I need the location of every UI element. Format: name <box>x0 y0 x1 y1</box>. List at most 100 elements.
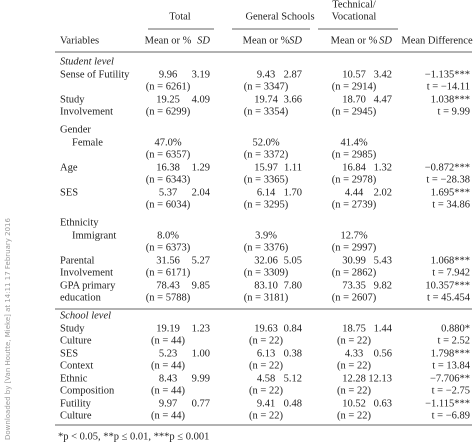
cell-mean: 31.56 <box>156 255 180 266</box>
cell-mean: (n = 6299) <box>146 106 191 117</box>
cell-mean: (n = 44) <box>151 360 185 371</box>
cell-mean: 18.70 <box>342 94 366 105</box>
row-label: Ethnic <box>60 373 88 384</box>
cell-mean: 5.23 <box>159 348 177 359</box>
cell-mean: 4.33 <box>345 348 363 359</box>
cell-sd: 4.09 <box>192 94 210 105</box>
cell-mean: 32.06 <box>254 255 278 266</box>
cell-mean: (n = 22) <box>249 360 283 371</box>
cell-mean: 5.37 <box>159 187 177 198</box>
cell-sd: 0.38 <box>284 348 302 359</box>
cell-mean: 10.57 <box>342 69 366 80</box>
cell-sd: 1.00 <box>192 348 210 359</box>
cell-diff: t = 45.454 <box>427 292 471 303</box>
row-label: SES <box>60 187 78 198</box>
row-label: Composition <box>60 385 115 396</box>
cell-mean: (n = 22) <box>337 335 371 346</box>
cell-mean: 6.13 <box>257 348 275 359</box>
cell-sd: 1.23 <box>192 323 210 334</box>
cell-mean: (n = 3347) <box>244 81 289 92</box>
row-label: Sense of Futility <box>60 69 130 80</box>
row-label: Parental <box>60 255 94 266</box>
cell-diff: t = 13.84 <box>432 360 470 371</box>
cell-mean: (n = 5788) <box>146 292 191 303</box>
cell-mean: (n = 3376) <box>244 242 289 253</box>
cell-sd: 1.70 <box>284 187 302 198</box>
group-label: Ethnicity <box>60 217 99 228</box>
cell-mean: 19.25 <box>156 94 180 105</box>
cell-mean: 10.52 <box>342 398 366 409</box>
cell-mean: (n = 22) <box>249 410 283 421</box>
cell-sd: 3.42 <box>374 69 392 80</box>
cell-mean: 18.75 <box>342 323 366 334</box>
cell-mean: (n = 3181) <box>244 292 289 303</box>
cell-diff: 1.798*** <box>431 348 470 359</box>
cell-mean: 15.97 <box>254 162 278 173</box>
cell-diff: t = 2.52 <box>438 335 470 346</box>
cell-mean: 73.35 <box>342 280 366 291</box>
cell-sd: 0.63 <box>374 398 392 409</box>
cell-mean: 19.74 <box>254 94 278 105</box>
cell-mean: (n = 2997) <box>332 242 377 253</box>
cell-mean: 9.97 <box>159 398 177 409</box>
cell-sd: 5.05 <box>284 255 302 266</box>
cell-mean: 47.0% <box>154 137 181 148</box>
cell-sd: 5.43 <box>374 255 392 266</box>
cell-diff: t = 7.942 <box>432 267 470 278</box>
header-sd: SD <box>379 35 392 46</box>
cell-mean: (n = 22) <box>249 385 283 396</box>
cell-sd: 1.29 <box>192 162 210 173</box>
cell-mean: 78.43 <box>156 280 180 291</box>
cell-sd: 0.56 <box>374 348 392 359</box>
cell-diff: t = −2.75 <box>432 385 470 396</box>
row-label: Futility <box>60 398 92 409</box>
cell-mean: 9.96 <box>159 69 177 80</box>
row-label: Culture <box>60 335 92 346</box>
cell-sd: 9.82 <box>374 280 392 291</box>
cell-mean: 19.19 <box>156 323 180 334</box>
header-mean: Mean or % <box>331 35 378 46</box>
cell-mean: 8.0% <box>157 230 179 241</box>
cell-mean: (n = 2914) <box>332 81 377 92</box>
cell-mean: (n = 3365) <box>244 174 289 185</box>
row-label: Age <box>60 162 78 173</box>
cell-mean: (n = 44) <box>151 335 185 346</box>
cell-sd: 9.85 <box>192 280 210 291</box>
cell-diff: t = −28.38 <box>426 174 470 185</box>
cell-mean: (n = 6357) <box>146 149 191 160</box>
cell-mean: (n = 6034) <box>146 199 191 210</box>
cell-diff: 0.880* <box>441 323 470 334</box>
row-label: Immigrant <box>72 230 116 241</box>
header-mean-difference: Mean Difference <box>401 35 473 46</box>
cell-mean: 4.44 <box>345 187 364 198</box>
header-sd: SD <box>197 35 210 46</box>
cell-mean: (n = 44) <box>151 385 185 396</box>
cell-sd: 2.02 <box>374 187 392 198</box>
cell-diff: t = 9.99 <box>438 106 470 117</box>
cell-mean: (n = 2985) <box>332 149 377 160</box>
cell-diff: 10.357*** <box>425 280 470 291</box>
section-label: Student level <box>60 56 114 67</box>
watermark: Downloaded by [Van Houtte, Mieke] at 14:… <box>4 218 12 440</box>
row-label: SES <box>60 348 78 359</box>
cell-mean: (n = 6261) <box>146 81 191 92</box>
cell-mean: 12.28 <box>342 373 366 384</box>
row-label: Culture <box>60 410 92 421</box>
cell-diff: −0.872*** <box>425 162 470 173</box>
cell-sd: 2.04 <box>192 187 211 198</box>
cell-mean: 3.9% <box>255 230 277 241</box>
cell-mean: (n = 3295) <box>244 199 289 210</box>
cell-diff: t = 34.86 <box>432 199 470 210</box>
cell-mean: (n = 6171) <box>146 267 191 278</box>
group-title: Technical/ <box>332 0 376 10</box>
group-title: General Schools <box>245 11 314 22</box>
cell-mean: 19.63 <box>254 323 278 334</box>
cell-mean: (n = 6343) <box>146 174 191 185</box>
cell-mean: 41.4% <box>340 137 367 148</box>
footnote: *p < 0.05, **p ≤ 0.01, ***p ≤ 0.001 <box>58 431 209 442</box>
cell-mean: (n = 22) <box>337 385 371 396</box>
cell-mean: (n = 2607) <box>332 292 377 303</box>
cell-sd: 1.11 <box>284 162 302 173</box>
cell-sd: 0.77 <box>192 398 210 409</box>
